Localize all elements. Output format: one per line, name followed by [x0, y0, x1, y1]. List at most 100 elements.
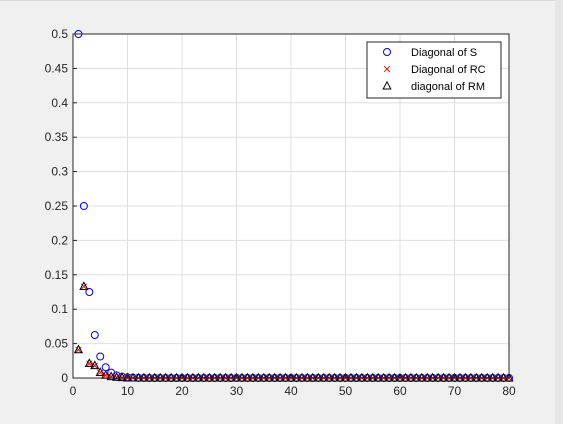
y-tick-label: 0.35: [45, 130, 69, 144]
x-tick-label: 80: [502, 384, 516, 398]
right-panel-strip: [555, 0, 563, 424]
data-point: [384, 372, 394, 382]
data-point: [161, 372, 171, 382]
data-point: [368, 372, 378, 382]
y-axis-ticks: 0 0.05 0.1 0.15 0.2 0.25 0.3 0.35 0.4 0.45 0.5: [45, 27, 77, 385]
y-tick-label: 0.05: [45, 337, 69, 351]
data-point: [346, 372, 356, 382]
data-point: [128, 372, 138, 382]
data-point: [280, 372, 291, 382]
y-tick-label: 0.45: [45, 61, 69, 75]
legend-marker: [383, 65, 391, 73]
data-point: [264, 372, 274, 382]
data-point: [357, 372, 367, 382]
data-point: [97, 369, 104, 376]
data-point: [362, 372, 372, 382]
data-point: [220, 372, 231, 382]
data-point: [182, 372, 193, 382]
data-point: [324, 372, 334, 382]
data-point: [133, 372, 144, 382]
y-tick-label: 0.1: [51, 302, 68, 316]
data-point: [144, 372, 154, 382]
data-point: [90, 360, 100, 370]
data-point: [379, 372, 389, 382]
data-point: [122, 372, 133, 382]
data-point: [210, 372, 220, 382]
data-point: [111, 372, 122, 381]
data-point: [438, 372, 449, 382]
data-point: [79, 202, 88, 210]
data-point: [188, 372, 198, 382]
data-point: [422, 372, 432, 382]
data-point: [504, 372, 514, 382]
data-point: [102, 372, 109, 379]
data-point: [498, 372, 509, 382]
figure-top-border: [0, 0, 563, 1]
data-point: [253, 372, 263, 382]
data-point: [79, 281, 89, 290]
data-point: [242, 372, 253, 382]
data-point: [199, 372, 209, 382]
data-point: [308, 372, 318, 382]
data-point: [106, 371, 116, 381]
data-point: [444, 372, 454, 382]
data-point: [84, 358, 94, 368]
data-point: [231, 372, 242, 382]
data-point: [291, 372, 302, 382]
data-point: [96, 352, 105, 361]
data-point: [466, 372, 476, 382]
data-point: [433, 372, 443, 382]
x-tick-label: 40: [284, 384, 298, 398]
data-point: [259, 372, 269, 382]
data-point: [395, 372, 405, 382]
data-point: [460, 372, 471, 382]
data-point: [117, 372, 127, 382]
data-point: [488, 372, 498, 382]
x-tick-label: 30: [230, 384, 244, 398]
y-tick-label: 0.5: [51, 27, 68, 41]
data-point: [455, 372, 465, 382]
data-point: [237, 372, 247, 382]
x-tick-label: 60: [393, 384, 407, 398]
y-tick-label: 0: [61, 371, 68, 385]
data-point: [297, 372, 307, 382]
data-point: [226, 372, 236, 382]
x-axis-ticks: 0 10 20 30 40 50 60 70 80: [70, 374, 516, 398]
data-point: [95, 367, 105, 376]
legend-label: Diagonal of RC: [411, 64, 486, 76]
data-point: [313, 372, 323, 382]
legend-label: diagonal of RM: [411, 81, 485, 93]
x-tick-label: 70: [448, 384, 462, 398]
legend-marker: [383, 48, 391, 56]
data-point: [86, 360, 93, 367]
series-3: [73, 281, 514, 382]
x-tick-label: 50: [339, 384, 353, 398]
data-point: [286, 372, 296, 382]
legend[interactable]: Diagonal of S Diagonal of RC diagonal of R…: [366, 41, 502, 99]
data-point: [155, 372, 165, 382]
data-point: [351, 372, 362, 382]
data-point: [400, 372, 411, 382]
legend-entries: Diagonal of S Diagonal of RC diagonal of R…: [382, 47, 486, 93]
legend-marker: [382, 80, 392, 90]
y-tick-label: 0.25: [45, 199, 69, 213]
data-point: [80, 283, 88, 290]
data-point: [340, 372, 351, 382]
data-point: [139, 372, 149, 382]
data-point: [471, 372, 481, 382]
data-point: [406, 372, 416, 382]
data-point: [373, 372, 383, 382]
data-point: [171, 372, 182, 382]
data-point: [150, 372, 160, 382]
data-point: [428, 372, 438, 382]
y-tick-label: 0.3: [51, 165, 68, 179]
data-point: [275, 372, 285, 382]
x-tick-label: 20: [175, 384, 189, 398]
data-point: [166, 372, 176, 382]
data-point: [417, 372, 427, 382]
data-point: [335, 372, 345, 382]
data-point: [302, 372, 312, 382]
y-tick-label: 0.2: [51, 233, 68, 247]
data-point: [85, 288, 94, 296]
y-tick-label: 0.15: [45, 268, 69, 282]
